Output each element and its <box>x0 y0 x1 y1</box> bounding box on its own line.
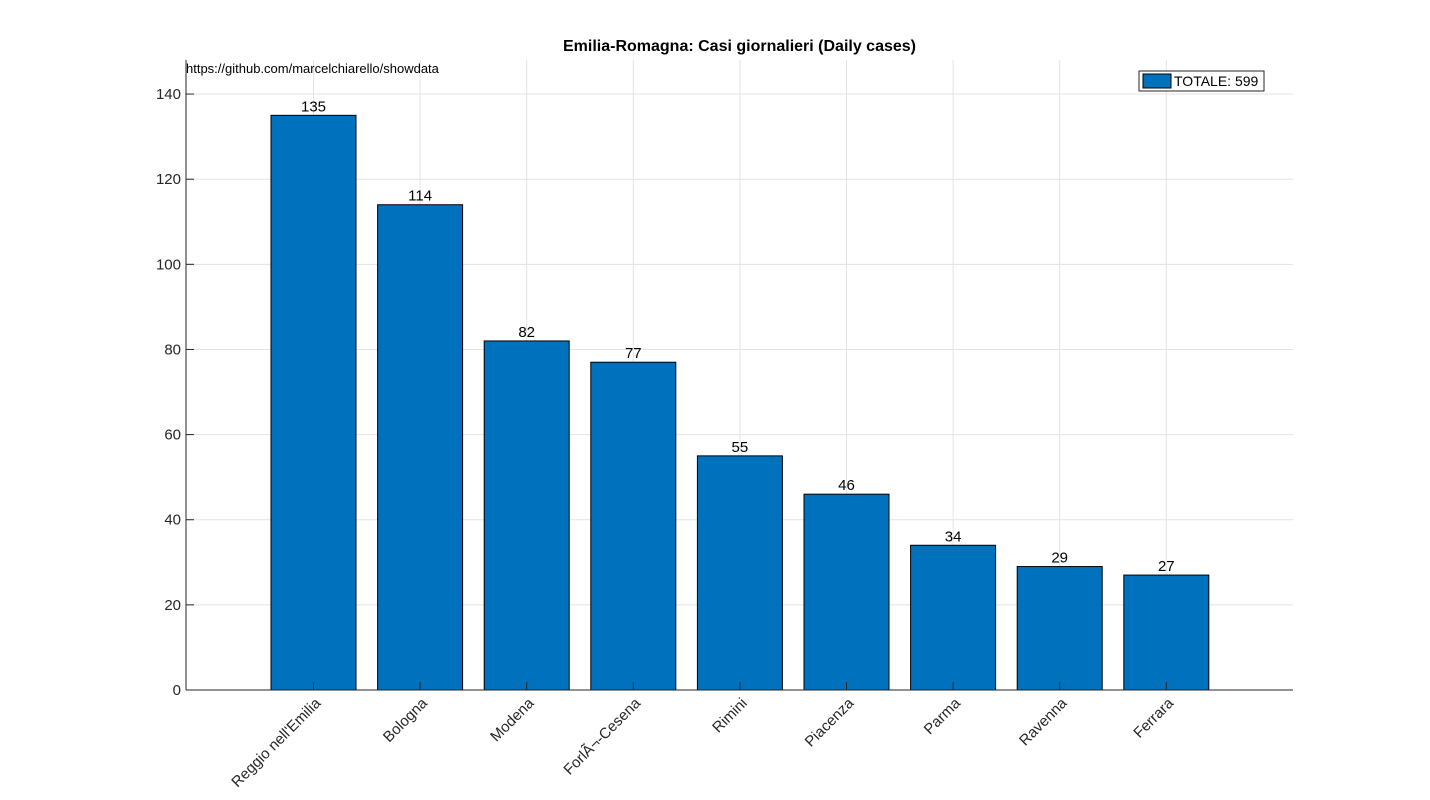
data-label: 34 <box>945 528 962 545</box>
data-label: 46 <box>838 477 855 494</box>
bar <box>270 114 357 691</box>
data-label: 114 <box>408 188 432 205</box>
bar <box>696 455 783 691</box>
bar <box>910 544 997 691</box>
legend: TOTALE: 599 <box>1138 70 1265 92</box>
y-tick-label: 0 <box>173 682 181 699</box>
data-label: 55 <box>732 439 749 456</box>
data-label: 77 <box>625 345 642 362</box>
bar <box>1016 566 1103 691</box>
data-label: 135 <box>301 98 326 115</box>
y-tick-label: 40 <box>164 512 181 529</box>
bar <box>1123 574 1210 691</box>
data-labels: 135 114 82 77 55 46 34 29 27 <box>301 98 1175 575</box>
y-tick-label: 60 <box>164 427 181 444</box>
bar <box>590 361 677 691</box>
y-tick-label: 120 <box>156 171 181 188</box>
chart-title: Emilia-Romagna: Casi giornalieri (Daily … <box>563 38 916 55</box>
legend-swatch <box>1142 73 1172 89</box>
data-label: 82 <box>518 324 535 341</box>
bar <box>483 340 570 691</box>
bars <box>270 114 1210 691</box>
data-label: 29 <box>1051 550 1068 567</box>
legend-label: TOTALE: 599 <box>1174 73 1259 89</box>
data-label: 27 <box>1158 558 1175 575</box>
y-tick-label: 140 <box>156 86 181 103</box>
y-tick-label: 20 <box>164 597 181 614</box>
bar <box>803 493 890 691</box>
source-note: https://github.com/marcelchiarello/showd… <box>186 61 440 76</box>
y-tick-label: 80 <box>164 341 181 358</box>
y-tick-label: 100 <box>156 256 181 273</box>
bar <box>377 204 464 691</box>
